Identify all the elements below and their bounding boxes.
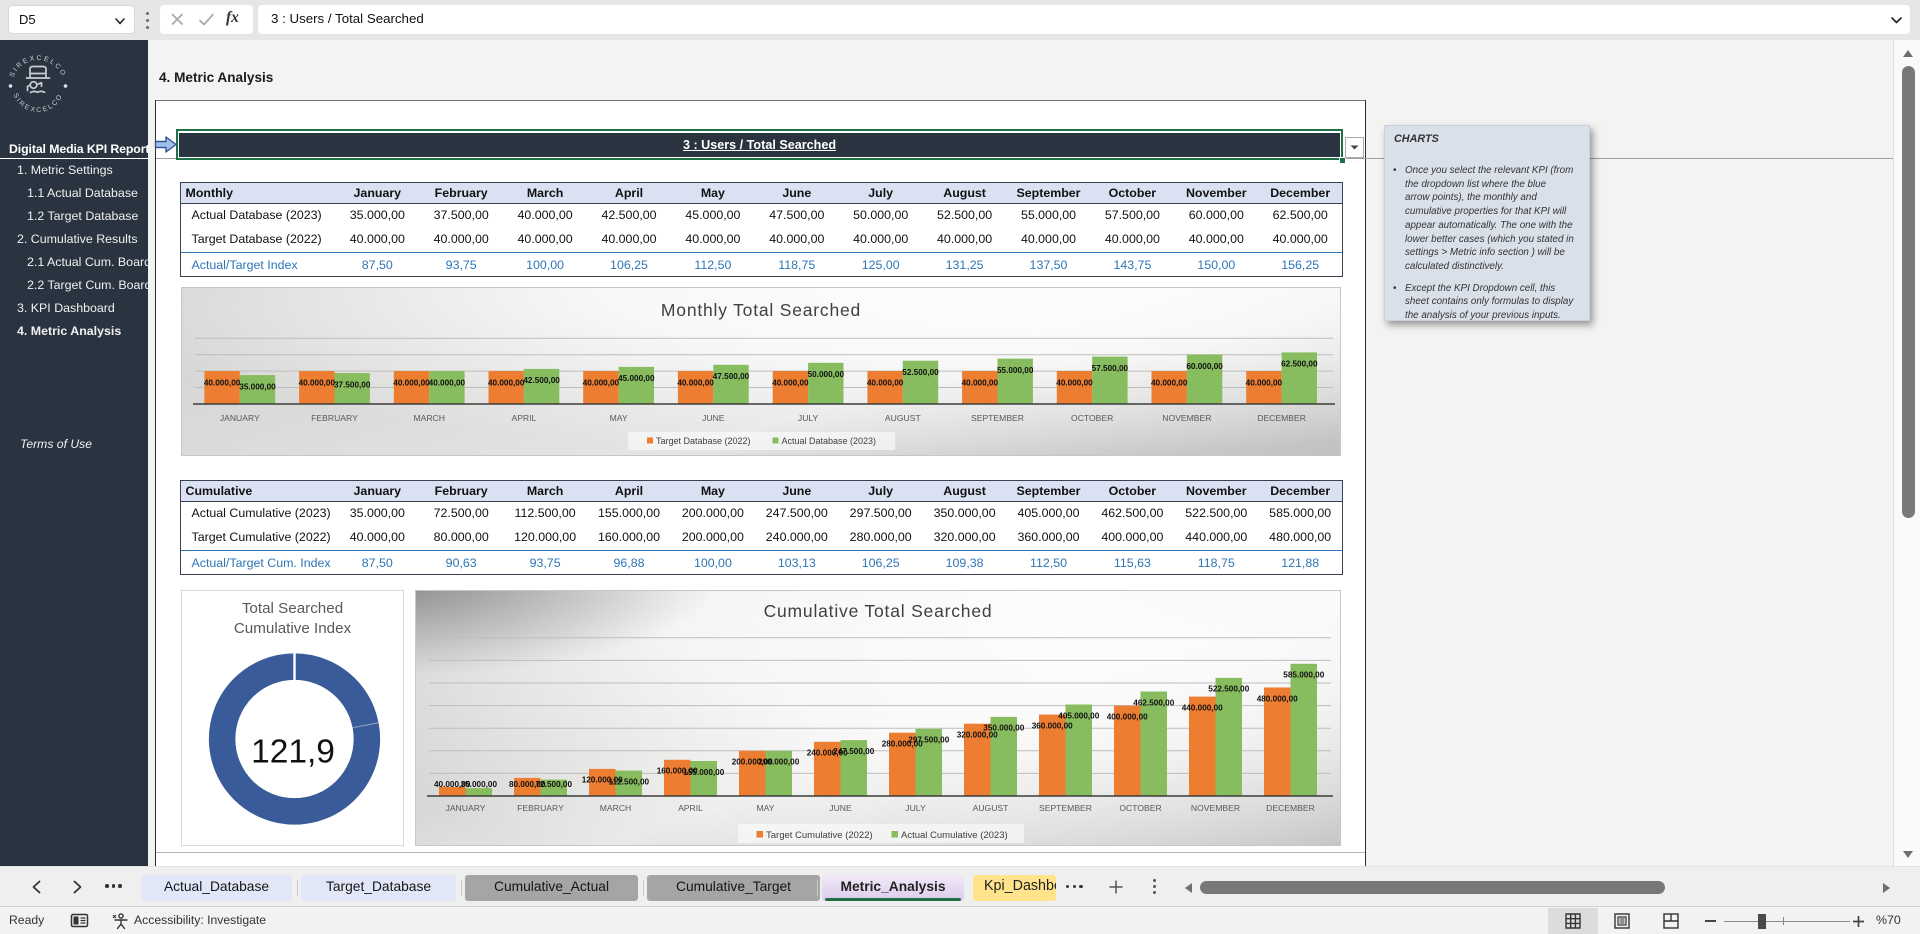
svg-text:400.000,00: 400.000,00 xyxy=(1107,712,1148,721)
svg-text:62.500,00: 62.500,00 xyxy=(1281,360,1318,369)
svg-text:40.000,00: 40.000,00 xyxy=(1246,378,1283,387)
svg-text:40.000,00: 40.000,00 xyxy=(583,378,620,387)
svg-text:40.000,00: 40.000,00 xyxy=(867,378,904,387)
svg-text:OCTOBER: OCTOBER xyxy=(1071,413,1113,423)
svg-text:40.000,00: 40.000,00 xyxy=(772,378,809,387)
svg-text:57.500,00: 57.500,00 xyxy=(1092,364,1129,373)
svg-text:480.000,00: 480.000,00 xyxy=(1257,694,1298,703)
svg-text:JULY: JULY xyxy=(905,803,926,813)
svg-text:40.000,00: 40.000,00 xyxy=(488,378,525,387)
svg-text:80.000,00: 80.000,00 xyxy=(509,780,546,789)
svg-text:APRIL: APRIL xyxy=(511,413,536,423)
svg-text:JULY: JULY xyxy=(798,413,819,423)
svg-text:MARCH: MARCH xyxy=(413,413,445,423)
svg-text:JANUARY: JANUARY xyxy=(446,803,486,813)
svg-text:155.000,00: 155.000,00 xyxy=(683,768,724,777)
svg-text:200.000,00: 200.000,00 xyxy=(758,758,799,767)
svg-text:360.000,00: 360.000,00 xyxy=(1032,721,1073,730)
svg-text:37.500,00: 37.500,00 xyxy=(334,380,371,389)
svg-text:JUNE: JUNE xyxy=(702,413,725,423)
svg-text:462.500,00: 462.500,00 xyxy=(1133,698,1174,707)
svg-text:40.000,00: 40.000,00 xyxy=(299,378,336,387)
svg-text:40.000,00: 40.000,00 xyxy=(1056,378,1093,387)
svg-text:200.000,00: 200.000,00 xyxy=(732,758,773,767)
svg-text:SEPTEMBER: SEPTEMBER xyxy=(971,413,1024,423)
svg-text:522.500,00: 522.500,00 xyxy=(1208,685,1249,694)
svg-text:40.000,00: 40.000,00 xyxy=(204,378,241,387)
svg-text:Target Cumulative (2022): Target Cumulative (2022) xyxy=(766,830,873,841)
svg-text:MAY: MAY xyxy=(610,413,628,423)
svg-text:MAY: MAY xyxy=(757,803,775,813)
svg-text:52.500,00: 52.500,00 xyxy=(902,368,939,377)
svg-text:297.500,00: 297.500,00 xyxy=(908,736,949,745)
svg-text:440.000,00: 440.000,00 xyxy=(1182,703,1223,712)
svg-text:AUGUST: AUGUST xyxy=(973,803,1010,813)
svg-text:45.000,00: 45.000,00 xyxy=(618,374,655,383)
svg-text:50.000,00: 50.000,00 xyxy=(808,370,845,379)
svg-text:MARCH: MARCH xyxy=(600,803,632,813)
svg-text:585.000,00: 585.000,00 xyxy=(1283,671,1324,680)
svg-text:72.500,00: 72.500,00 xyxy=(536,780,573,789)
svg-text:SIREXCELCO: SIREXCELCO xyxy=(11,92,64,114)
svg-text:NOVEMBER: NOVEMBER xyxy=(1162,413,1211,423)
svg-text:Actual Database (2023): Actual Database (2023) xyxy=(782,436,877,446)
svg-text:60.000,00: 60.000,00 xyxy=(1186,362,1223,371)
svg-text:Target Database (2022): Target Database (2022) xyxy=(656,436,751,446)
svg-text:247.500,00: 247.500,00 xyxy=(833,747,874,756)
svg-text:Actual Cumulative (2023): Actual Cumulative (2023) xyxy=(901,830,1008,841)
svg-text:47.500,00: 47.500,00 xyxy=(713,372,750,381)
svg-text:280.000,00: 280.000,00 xyxy=(882,740,923,749)
svg-text:405.000,00: 405.000,00 xyxy=(1058,711,1099,720)
svg-text:APRIL: APRIL xyxy=(678,803,703,813)
svg-text:AUGUST: AUGUST xyxy=(885,413,922,423)
svg-text:40.000,00: 40.000,00 xyxy=(1151,378,1188,387)
svg-text:JANUARY: JANUARY xyxy=(220,413,260,423)
svg-text:40.000,00: 40.000,00 xyxy=(434,780,471,789)
svg-text:40.000,00: 40.000,00 xyxy=(962,378,999,387)
svg-text:112.500,00: 112.500,00 xyxy=(609,777,650,786)
svg-text:40.000,00: 40.000,00 xyxy=(393,378,430,387)
svg-text:240.000,00: 240.000,00 xyxy=(807,749,848,758)
svg-text:JUNE: JUNE xyxy=(829,803,852,813)
svg-text:320.000,00: 320.000,00 xyxy=(957,731,998,740)
svg-text:121,9: 121,9 xyxy=(251,734,335,771)
svg-text:120.000,00: 120.000,00 xyxy=(582,776,623,785)
svg-text:40.000,00: 40.000,00 xyxy=(677,378,714,387)
svg-text:40.000,00: 40.000,00 xyxy=(429,378,466,387)
svg-text:160.000,00: 160.000,00 xyxy=(657,767,698,776)
svg-text:DECEMBER: DECEMBER xyxy=(1257,413,1306,423)
svg-text:35.000,00: 35.000,00 xyxy=(461,780,498,789)
svg-text:FEBRUARY: FEBRUARY xyxy=(517,803,564,813)
svg-text:DECEMBER: DECEMBER xyxy=(1266,803,1315,813)
svg-text:42.500,00: 42.500,00 xyxy=(523,376,560,385)
svg-text:SEPTEMBER: SEPTEMBER xyxy=(1039,803,1092,813)
svg-text:OCTOBER: OCTOBER xyxy=(1119,803,1161,813)
svg-text:55.000,00: 55.000,00 xyxy=(997,366,1034,375)
svg-text:NOVEMBER: NOVEMBER xyxy=(1191,803,1240,813)
svg-text:35.000,00: 35.000,00 xyxy=(239,382,276,391)
svg-text:FEBRUARY: FEBRUARY xyxy=(311,413,358,423)
svg-text:350.000,00: 350.000,00 xyxy=(983,724,1024,733)
